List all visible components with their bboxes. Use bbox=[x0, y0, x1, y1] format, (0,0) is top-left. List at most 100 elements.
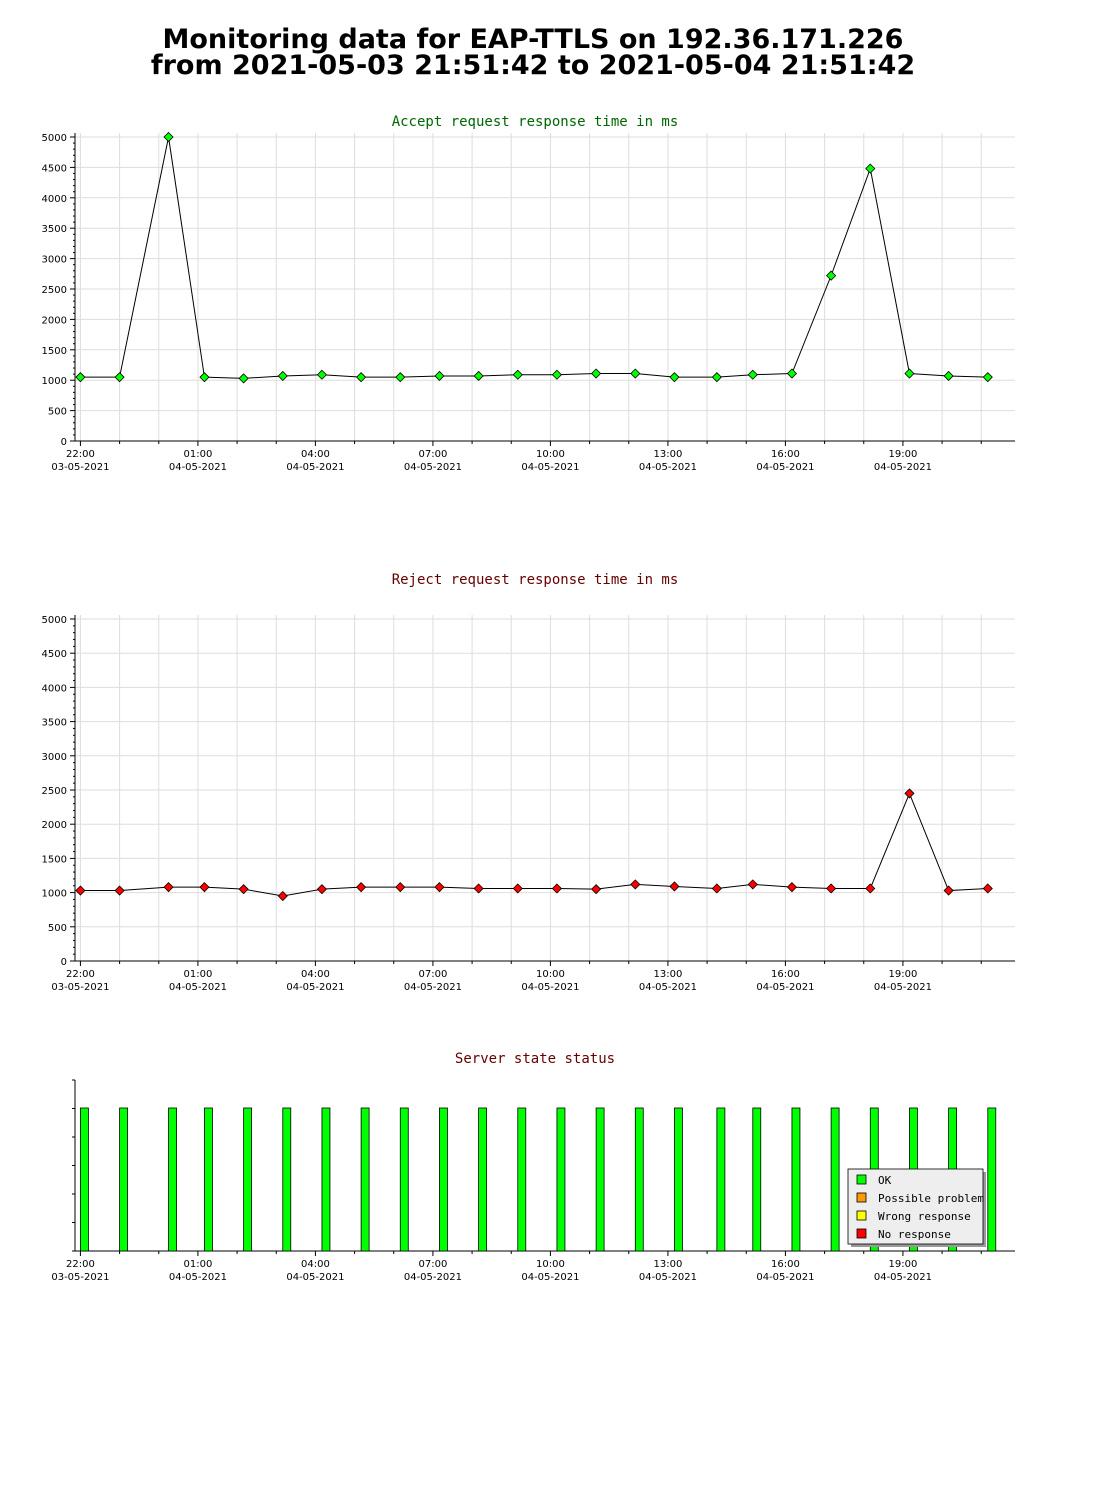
reject-data-point bbox=[316, 884, 328, 895]
y-tick-label: 500 bbox=[48, 923, 67, 934]
reject-data-point bbox=[826, 883, 837, 894]
legend-swatch bbox=[856, 1192, 867, 1203]
y-tick-label: 3000 bbox=[42, 752, 67, 763]
reject-data-point bbox=[163, 882, 174, 893]
accept-chart: Accept request response time in ms 0 500 10… bbox=[42, 114, 1015, 473]
legend-swatch bbox=[856, 1228, 867, 1239]
x-tick-label-time: 01:00 bbox=[184, 1259, 213, 1270]
reject-data-point bbox=[630, 879, 641, 890]
y-tick-label: 2000 bbox=[42, 820, 67, 831]
status-bar bbox=[595, 1107, 605, 1252]
y-tick-label: 4000 bbox=[42, 194, 67, 205]
legend-box bbox=[847, 1168, 984, 1245]
y-tick-label: 4500 bbox=[42, 163, 67, 174]
x-tick-label-time: 04:00 bbox=[301, 1259, 330, 1270]
x-tick-label-date: 04-05-2021 bbox=[404, 1272, 462, 1283]
x-tick-label-date: 04-05-2021 bbox=[169, 462, 227, 473]
accept-data-point bbox=[826, 270, 837, 281]
x-tick-label-time: 16:00 bbox=[771, 449, 800, 460]
accept-data-point bbox=[473, 370, 484, 382]
status-bar bbox=[716, 1107, 726, 1252]
reject-data-point bbox=[199, 882, 210, 893]
status-bar bbox=[987, 1107, 997, 1252]
x-tick-label-time: 19:00 bbox=[889, 449, 918, 460]
x-tick-label-time: 16:00 bbox=[771, 1259, 800, 1270]
x-tick-label-time: 19:00 bbox=[889, 969, 918, 980]
x-tick-label-date: 04-05-2021 bbox=[639, 1272, 697, 1283]
y-tick-label: 1000 bbox=[42, 376, 67, 387]
reject-data-point bbox=[434, 882, 445, 893]
status-bar bbox=[282, 1107, 292, 1252]
reject-data-point bbox=[238, 884, 249, 895]
x-tick-label-date: 04-05-2021 bbox=[286, 462, 344, 473]
legend-label: Possible problem bbox=[878, 1192, 984, 1205]
x-tick-label-date: 04-05-2021 bbox=[169, 1272, 227, 1283]
accept-data-point bbox=[711, 372, 722, 383]
reject-data-point bbox=[711, 883, 722, 894]
accept-data-point bbox=[395, 372, 406, 383]
x-tick-label-time: 10:00 bbox=[536, 969, 565, 980]
x-tick-label-date: 03-05-2021 bbox=[51, 982, 109, 993]
status-bar bbox=[634, 1107, 644, 1252]
legend-swatch bbox=[856, 1210, 867, 1221]
y-tick-label: 0 bbox=[61, 957, 67, 968]
x-tick-label-date: 03-05-2021 bbox=[51, 1272, 109, 1283]
x-tick-label-time: 19:00 bbox=[889, 1259, 918, 1270]
status-bar bbox=[399, 1107, 409, 1252]
status-bar bbox=[80, 1107, 89, 1252]
x-tick-label-date: 04-05-2021 bbox=[874, 1272, 932, 1283]
x-tick-label-time: 01:00 bbox=[184, 969, 213, 980]
x-tick-label-time: 13:00 bbox=[654, 449, 683, 460]
page-title-line2: from 2021-05-03 21:51:42 to 2021-05-04 2… bbox=[150, 50, 916, 81]
x-tick-label-date: 04-05-2021 bbox=[286, 982, 344, 993]
accept-data-point bbox=[163, 131, 174, 143]
x-tick-label-time: 10:00 bbox=[536, 1259, 565, 1270]
accept-data-point bbox=[512, 369, 523, 380]
accept-data-point bbox=[356, 372, 367, 383]
reject-data-point bbox=[982, 883, 993, 894]
x-tick-label-date: 04-05-2021 bbox=[404, 462, 462, 473]
x-tick-label-time: 07:00 bbox=[419, 449, 448, 460]
status-bar bbox=[752, 1107, 762, 1252]
accept-data-point bbox=[277, 370, 288, 382]
reject-data-point bbox=[551, 883, 563, 894]
x-tick-label-date: 04-05-2021 bbox=[756, 1272, 814, 1283]
y-tick-label: 5000 bbox=[42, 133, 67, 144]
x-tick-label-date: 04-05-2021 bbox=[756, 982, 814, 993]
x-tick-label-time: 22:00 bbox=[66, 969, 95, 980]
accept-data-point bbox=[865, 163, 876, 174]
reject-data-point bbox=[669, 881, 680, 892]
x-tick-label-date: 04-05-2021 bbox=[521, 982, 579, 993]
status-legend: OK Possible problem Wrong response No respo… bbox=[847, 1168, 986, 1247]
accept-data-point bbox=[551, 369, 563, 380]
accept-data-point bbox=[238, 373, 249, 384]
y-tick-label: 0 bbox=[61, 437, 67, 448]
y-tick-label: 1000 bbox=[42, 889, 67, 900]
status-bar bbox=[321, 1107, 331, 1252]
x-tick-label-date: 04-05-2021 bbox=[521, 462, 579, 473]
x-tick-label-date: 04-05-2021 bbox=[639, 982, 697, 993]
reject-data-point bbox=[747, 879, 758, 890]
legend-label: Wrong response bbox=[878, 1210, 971, 1223]
status-chart: Server state status 22:00 03-05-2021 01:00 0… bbox=[51, 1051, 1015, 1283]
x-tick-label-time: 07:00 bbox=[419, 969, 448, 980]
y-tick-label: 5000 bbox=[42, 615, 67, 626]
accept-data-point bbox=[904, 368, 915, 379]
x-tick-label-date: 04-05-2021 bbox=[874, 982, 932, 993]
y-tick-label: 1500 bbox=[42, 854, 67, 865]
y-tick-label: 4000 bbox=[42, 683, 67, 694]
page-title-line1: Monitoring data for EAP-TTLS on 192.36.1… bbox=[162, 24, 904, 55]
reject-chart-title: Reject request response time in ms bbox=[392, 572, 679, 588]
accept-data-point bbox=[669, 372, 680, 383]
x-tick-label-time: 10:00 bbox=[536, 449, 565, 460]
x-tick-label-date: 03-05-2021 bbox=[51, 462, 109, 473]
y-tick-label: 2500 bbox=[42, 285, 67, 296]
status-bar bbox=[556, 1107, 566, 1252]
legend-label: No response bbox=[878, 1228, 951, 1241]
accept-data-point bbox=[591, 368, 602, 379]
y-tick-label: 2500 bbox=[42, 786, 67, 797]
x-tick-label-date: 04-05-2021 bbox=[521, 1272, 579, 1283]
status-bar bbox=[360, 1107, 370, 1252]
status-bar bbox=[517, 1107, 527, 1252]
